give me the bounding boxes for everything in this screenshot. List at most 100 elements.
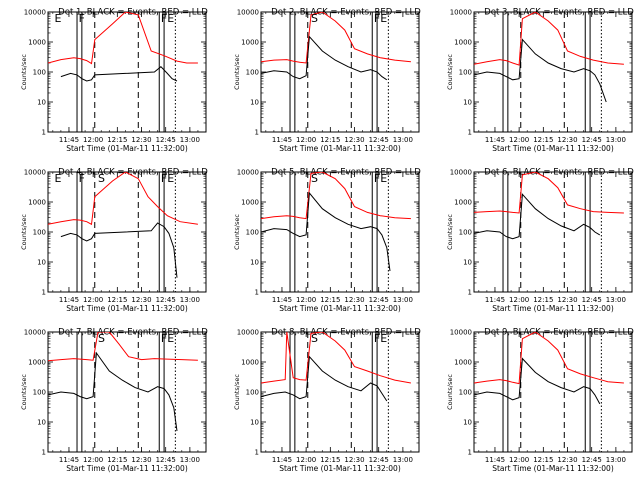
y-tick-label: 10000	[237, 9, 259, 17]
series-line-lld	[261, 172, 411, 220]
phase-marker-label: E	[380, 332, 387, 345]
y-tick-label: 1000	[28, 199, 46, 207]
phase-marker-label: F	[161, 172, 167, 185]
y-tick-label: 10000	[237, 329, 259, 337]
phase-marker-label: E	[54, 172, 61, 185]
x-tick-label: 12:45	[582, 136, 602, 144]
x-tick-label: 13:00	[180, 296, 200, 304]
x-axis-label: Start Time (01-Mar-11 11:32:00)	[66, 144, 188, 153]
panel-det-2: Det 2, BLACK = Events, RED = LLD11010010…	[233, 8, 421, 154]
y-tick-label: 10	[250, 259, 259, 267]
x-tick-label: 12:15	[533, 296, 553, 304]
x-tick-label: 13:00	[393, 456, 413, 464]
y-tick-label: 1	[255, 449, 259, 457]
x-tick-label: 12:30	[131, 456, 151, 464]
y-tick-label: 1	[468, 289, 472, 297]
phase-marker-label: F	[374, 12, 380, 25]
x-tick-label: 12:30	[557, 456, 577, 464]
phase-marker-label: S	[98, 172, 105, 185]
phase-marker-label: F	[161, 12, 167, 25]
plot-frame	[260, 171, 420, 293]
x-tick-label: 12:30	[344, 296, 364, 304]
plot-frame	[473, 11, 633, 133]
y-tick-label: 100	[459, 69, 472, 77]
x-tick-label: 13:00	[606, 456, 626, 464]
y-tick-label: 1	[42, 289, 46, 297]
x-tick-label: 13:00	[606, 296, 626, 304]
y-tick-label: 10	[250, 419, 259, 427]
y-tick-label: 100	[459, 389, 472, 397]
x-tick-label: 12:45	[156, 136, 176, 144]
x-tick-label: 12:15	[533, 456, 553, 464]
x-tick-label: 12:00	[83, 456, 103, 464]
x-tick-label: 12:00	[296, 296, 316, 304]
y-tick-label: 1000	[454, 39, 472, 47]
y-tick-label: 1000	[241, 39, 259, 47]
x-tick-label: 12:15	[533, 136, 553, 144]
y-tick-label: 10	[37, 419, 46, 427]
panel-det-3: Det 3, BLACK = Events, RED = LLD11010010…	[446, 8, 634, 154]
panel-det-6: Det 6, BLACK = Events, RED = LLD11010010…	[446, 168, 634, 314]
y-tick-label: 10	[463, 259, 472, 267]
y-tick-label: 100	[246, 389, 259, 397]
x-tick-label: 13:00	[180, 136, 200, 144]
series-group	[261, 12, 411, 81]
y-tick-label: 10000	[24, 9, 46, 17]
x-tick-label: 11:45	[59, 136, 79, 144]
series-line-events	[261, 35, 388, 81]
phase-marker-label: F	[79, 12, 85, 25]
x-tick-label: 12:15	[107, 456, 127, 464]
series-line-lld	[474, 332, 624, 385]
phase-marker-label: F	[374, 332, 380, 345]
series-group	[474, 12, 624, 103]
x-tick-label: 12:30	[344, 456, 364, 464]
x-tick-label: 11:45	[272, 296, 292, 304]
series-line-lld	[48, 172, 198, 226]
y-tick-label: 10000	[24, 329, 46, 337]
phase-marker-label: E	[54, 12, 61, 25]
y-axis-label: Counts/sec	[233, 54, 241, 90]
x-tick-label: 13:00	[606, 136, 626, 144]
series-group	[48, 12, 198, 82]
y-tick-label: 10	[250, 99, 259, 107]
phase-marker-label: S	[311, 332, 318, 345]
y-axis-label: Counts/sec	[20, 54, 28, 90]
x-tick-label: 11:45	[485, 456, 505, 464]
x-tick-label: 11:45	[59, 296, 79, 304]
series-line-events	[60, 66, 178, 82]
x-tick-label: 11:45	[485, 296, 505, 304]
x-tick-label: 12:45	[582, 296, 602, 304]
x-axis-label: Start Time (01-Mar-11 11:32:00)	[279, 144, 401, 153]
y-tick-label: 100	[246, 69, 259, 77]
y-tick-label: 1000	[241, 199, 259, 207]
y-tick-label: 1	[468, 449, 472, 457]
x-tick-label: 12:30	[557, 136, 577, 144]
x-tick-label: 12:45	[582, 456, 602, 464]
x-tick-label: 13:00	[393, 136, 413, 144]
x-tick-label: 12:15	[320, 296, 340, 304]
phase-marker-label: F	[79, 172, 85, 185]
phase-marker-label: S	[98, 332, 105, 345]
y-tick-label: 10	[37, 259, 46, 267]
x-axis-label: Start Time (01-Mar-11 11:32:00)	[279, 304, 401, 313]
series-line-events	[60, 222, 178, 278]
x-tick-label: 12:45	[369, 136, 389, 144]
y-tick-label: 100	[459, 229, 472, 237]
series-line-events	[48, 351, 178, 432]
series-group	[261, 172, 411, 272]
x-tick-label: 11:45	[485, 136, 505, 144]
phase-marker-label: E	[167, 332, 174, 345]
phase-marker-label: S	[311, 12, 318, 25]
x-tick-label: 12:00	[509, 456, 529, 464]
x-axis-label: Start Time (01-Mar-11 11:32:00)	[492, 144, 614, 153]
x-tick-label: 12:15	[320, 136, 340, 144]
x-tick-label: 12:00	[83, 136, 103, 144]
y-axis-label: Counts/sec	[233, 374, 241, 410]
x-tick-label: 12:15	[107, 136, 127, 144]
y-tick-label: 1	[42, 449, 46, 457]
y-tick-label: 100	[33, 69, 46, 77]
x-tick-label: 12:45	[369, 456, 389, 464]
series-group	[474, 172, 624, 240]
panel-det-4: Det 4, BLACK = Events, RED = LLD11010010…	[20, 168, 208, 314]
